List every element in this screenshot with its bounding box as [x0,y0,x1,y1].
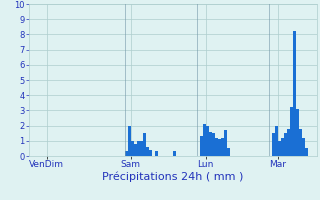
Bar [296,109,299,156]
Bar [125,151,128,156]
Bar [203,124,205,156]
Bar [134,144,137,156]
Bar [275,126,277,156]
Bar [140,141,143,156]
Bar [305,148,308,156]
Bar [206,126,209,156]
Bar [131,141,133,156]
Bar [302,138,305,156]
Bar [200,136,203,156]
Bar [215,138,218,156]
Bar [218,139,220,156]
Bar [128,126,131,156]
Bar [287,129,290,156]
Bar [281,138,284,156]
Bar [293,31,296,156]
Bar [212,133,215,156]
X-axis label: Précipitations 24h ( mm ): Précipitations 24h ( mm ) [102,172,244,182]
Bar [278,141,281,156]
Bar [221,138,224,156]
Bar [146,147,148,156]
Bar [299,129,301,156]
Bar [290,107,292,156]
Bar [224,130,227,156]
Bar [143,133,146,156]
Bar [155,151,157,156]
Bar [209,132,212,156]
Bar [284,133,287,156]
Bar [149,150,152,156]
Bar [272,133,275,156]
Bar [173,151,176,156]
Bar [227,148,229,156]
Bar [137,141,140,156]
